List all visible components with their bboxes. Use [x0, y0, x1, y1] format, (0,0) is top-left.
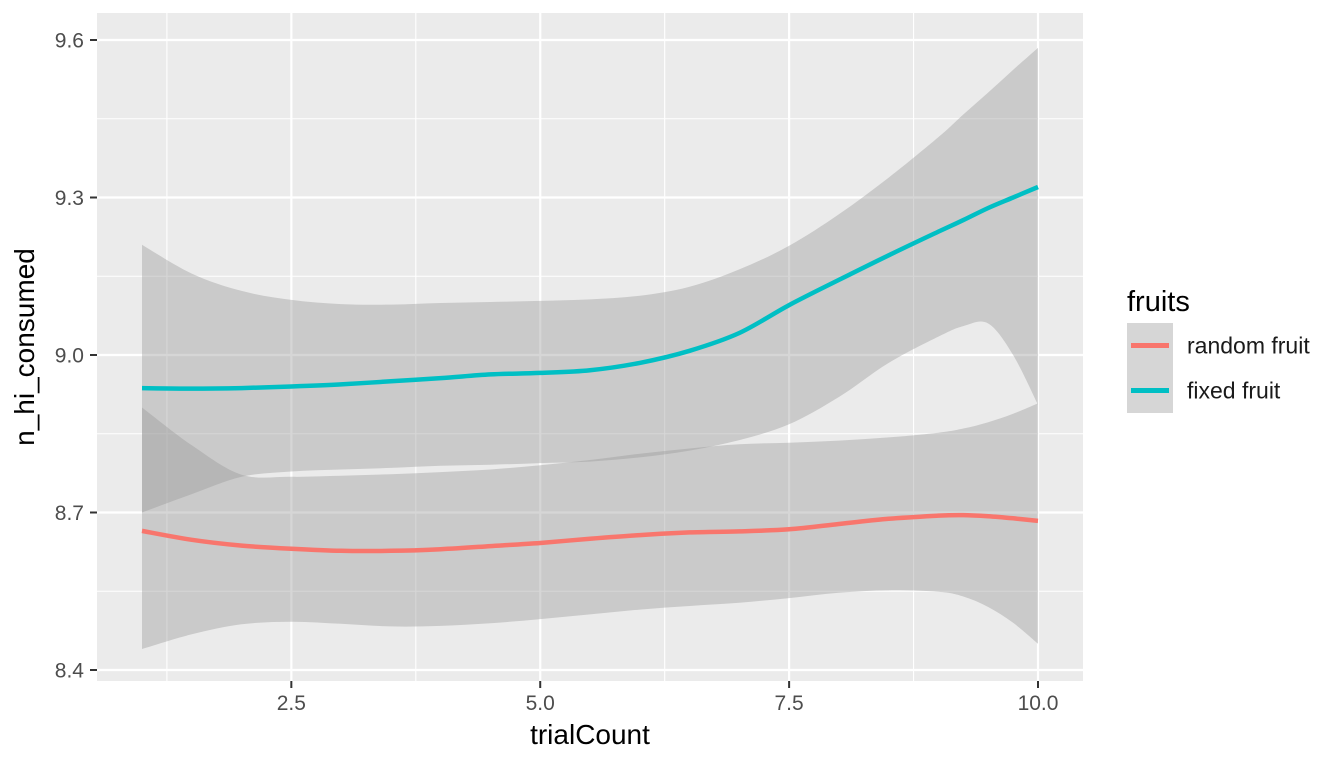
- x-axis-title: trialCount: [530, 719, 650, 750]
- legend-key-fixed-fruit: fixed fruit: [1127, 368, 1281, 413]
- random-fruit-smooth-line: [141, 512, 1039, 554]
- random-fruit-ci-band: [142, 403, 1038, 649]
- legend-key-random-fruit: random fruit: [1127, 323, 1310, 368]
- fixed-fruit-smooth-line: [141, 184, 1039, 391]
- x-tick-label: 7.5: [775, 692, 804, 715]
- x-tick-label: 2.5: [277, 692, 306, 715]
- legend: fruits random fruit fixed fruit: [1127, 286, 1310, 413]
- panel-clipped-layer: [97, 13, 1083, 681]
- y-tick-label: 8.4: [55, 660, 85, 683]
- plot-panel: 2.5 5.0 7.5 10.0 8.4 8.7 9.0 9.3 9.6: [55, 13, 1083, 715]
- legend-label-fixed-fruit: fixed fruit: [1187, 378, 1281, 404]
- y-tick-label: 9.6: [55, 30, 84, 53]
- x-tick-label: 5.0: [526, 692, 555, 715]
- y-axis-title: n_hi_consumed: [9, 248, 40, 446]
- legend-label-random-fruit: random fruit: [1187, 333, 1310, 359]
- y-tick-label: 9.3: [55, 187, 84, 210]
- legend-title: fruits: [1127, 286, 1190, 318]
- x-tick-label: 10.0: [1018, 692, 1059, 715]
- fixed-fruit-ci-band: [142, 47, 1038, 513]
- y-tick-label: 8.7: [55, 502, 84, 525]
- y-tick-label: 9.0: [55, 345, 84, 368]
- panel-background: [97, 13, 1083, 681]
